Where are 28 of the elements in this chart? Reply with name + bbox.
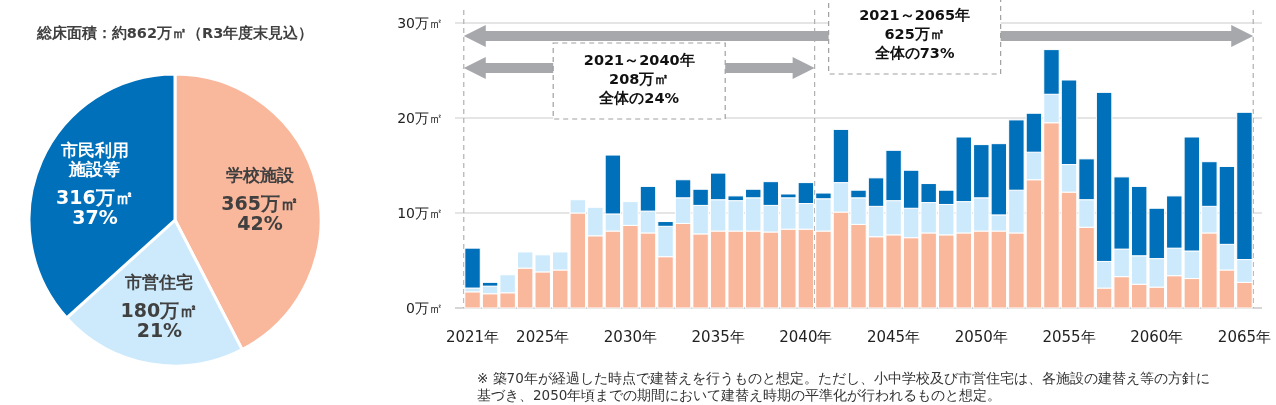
annotation: 625万㎡ bbox=[884, 26, 945, 42]
y-tick-label: 30万㎡ bbox=[397, 15, 443, 31]
annotation: 208万㎡ bbox=[609, 71, 670, 87]
x-tick-label: 2025年 bbox=[516, 328, 570, 346]
data-label: 316万㎡ 37% bbox=[56, 186, 134, 229]
annotation: 2021～2065年 bbox=[859, 7, 970, 23]
x-tick-label: 2040年 bbox=[779, 328, 833, 346]
annotation: 全体の24% bbox=[598, 90, 680, 106]
data-label: 180万㎡ 21% bbox=[120, 298, 199, 341]
y-tick-label: 10万㎡ bbox=[397, 205, 443, 221]
x-tick-label: 2055年 bbox=[1042, 328, 1096, 346]
data-label: 365万㎡ 42% bbox=[221, 191, 299, 234]
annotation: 全体の73% bbox=[873, 45, 955, 61]
x-tick-label: 2030年 bbox=[603, 328, 658, 346]
y-tick-label: 0万㎡ bbox=[406, 300, 443, 316]
slice-label: 市営住宅 bbox=[124, 271, 194, 292]
x-tick-label: 2065年 bbox=[1217, 328, 1272, 346]
x-tick-label: 2045年 bbox=[866, 328, 921, 346]
x-tick-label: 2060年 bbox=[1130, 328, 1184, 346]
slice-label: 市民利用施設等 bbox=[59, 140, 129, 180]
x-tick-label: 2035年 bbox=[691, 328, 745, 346]
chart-title: 総床面積：約862万㎡（R3年度末見込） bbox=[35, 24, 314, 41]
slice-label: 学校施設 bbox=[226, 164, 296, 185]
y-tick-label: 20万㎡ bbox=[397, 110, 443, 126]
x-tick-label: 2021年 bbox=[445, 328, 500, 346]
annotation: 2021～2040年 bbox=[583, 52, 695, 68]
text: ※ 築70年が経過した時点で建替えを行うものと想定。ただし、小中学校及び市営住宅は、各施設の建替え等の方針に基づき、2050年頃までの期間において建替え時期の平準化が行われるものと想定。 bbox=[477, 370, 1210, 403]
x-tick-label: 2050年 bbox=[954, 328, 1008, 346]
